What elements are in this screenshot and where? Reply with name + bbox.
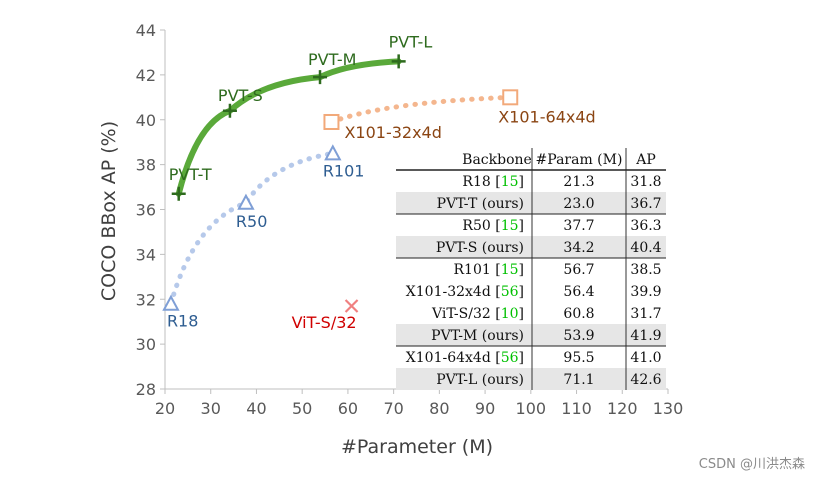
table-cell-ap: 36.3 <box>630 218 661 234</box>
x-tick-label: 40 <box>246 399 266 418</box>
table-cell-ap: 39.9 <box>630 284 661 300</box>
table-cell-backbone: PVT-M (ours) <box>431 328 524 344</box>
table-row-shade <box>396 192 666 214</box>
data-label: PVT-S <box>218 86 263 105</box>
table-cell-ap: 31.8 <box>630 174 661 190</box>
table-cell-param: 21.3 <box>563 174 594 190</box>
x-tick-label: 100 <box>516 399 547 418</box>
data-label: PVT-T <box>169 165 212 184</box>
x-tick-label: 130 <box>653 399 684 418</box>
table-header: AP <box>635 152 656 168</box>
y-tick-label: 34 <box>136 245 156 264</box>
table-cell-ap: 42.6 <box>630 372 661 388</box>
table-cell-backbone: PVT-T (ours) <box>437 196 524 212</box>
y-tick-label: 32 <box>136 290 156 309</box>
data-point-x101-32x4d <box>323 113 340 130</box>
x-tick-label: 50 <box>292 399 312 418</box>
table-header: #Param (M) <box>536 152 623 168</box>
data-label: ViT-S/32 <box>292 313 357 332</box>
data-label: X101-32x4d <box>344 123 441 142</box>
data-point-r50 <box>237 193 255 210</box>
x-axis-title: #Parameter (M) <box>341 436 493 458</box>
y-tick-label: 40 <box>136 111 156 130</box>
plot-area: 20 30 40 50 60 70 80 90 100 110 120 130 28 30 32 34 36 38… <box>136 21 684 418</box>
data-point-vit-s/32 <box>344 299 359 313</box>
data-point-pvt-t <box>171 186 186 201</box>
table-cell-backbone: R18 [15] <box>462 174 524 190</box>
data-label: R50 <box>236 212 267 231</box>
series-line-resnext <box>328 94 513 125</box>
data-point-pvt-s <box>222 103 237 118</box>
x-tick-label: 80 <box>429 399 449 418</box>
table-cell-param: 34.2 <box>563 240 594 256</box>
table-cell-backbone: ViT-S/32 [10] <box>431 306 524 322</box>
series-line-resnet <box>168 150 336 307</box>
table-row-shade <box>396 324 666 346</box>
table-row-shade <box>396 236 666 258</box>
table-cell-backbone: X101-64x4d [56] <box>406 350 524 366</box>
table-cell-ap: 38.5 <box>630 262 661 278</box>
data-point-x101-64x4d <box>502 89 519 106</box>
table-cell-ap: 41.0 <box>630 350 661 366</box>
table-cell-param: 56.7 <box>563 262 594 278</box>
y-tick-label: 44 <box>136 21 156 40</box>
table-cell-param: 37.7 <box>563 218 594 234</box>
table-cell-backbone: R101 [15] <box>454 262 524 278</box>
y-tick-label: 28 <box>136 380 156 399</box>
table-row-shade <box>396 368 666 390</box>
table-cell-param: 95.5 <box>563 350 594 366</box>
comparison-table: Backbone #Param (M) AP R18 [15] 21.3 31.8 PVT-… <box>396 148 666 390</box>
x-tick-label: 30 <box>201 399 221 418</box>
data-label: R18 <box>167 312 198 331</box>
table-cell-backbone: R50 [15] <box>462 218 524 234</box>
table-header: Backbone <box>462 152 532 168</box>
y-axis-title: COCO BBox AP (%) <box>98 121 120 301</box>
data-point-pvt-l <box>391 54 406 69</box>
y-tick-label: 38 <box>136 156 156 175</box>
x-tick-label: 20 <box>155 399 175 418</box>
x-tick-label: 120 <box>607 399 638 418</box>
table-cell-backbone: PVT-S (ours) <box>436 240 524 256</box>
table-cell-ap: 36.7 <box>630 196 661 212</box>
y-tick-label: 30 <box>136 335 156 354</box>
x-tick-label: 70 <box>383 399 403 418</box>
x-tick-label: 60 <box>338 399 358 418</box>
data-point-r18 <box>162 294 180 311</box>
table-cell-param: 71.1 <box>563 372 594 388</box>
table-cell-ap: 31.7 <box>630 306 661 322</box>
data-label: PVT-M <box>308 50 356 69</box>
table-cell-backbone: X101-32x4d [56] <box>406 284 524 300</box>
table-cell-ap: 41.9 <box>630 328 661 344</box>
data-label: R101 <box>323 161 365 180</box>
table-cell-param: 53.9 <box>563 328 594 344</box>
y-tick-label: 42 <box>136 66 156 85</box>
watermark: CSDN @川洪杰森 <box>699 457 805 472</box>
table-cell-param: 56.4 <box>563 284 594 300</box>
table-cell-param: 23.0 <box>563 196 594 212</box>
data-point-r101 <box>324 144 342 161</box>
table-cell-param: 60.8 <box>563 306 594 322</box>
y-tick-label: 36 <box>136 201 156 220</box>
x-tick-label: 110 <box>561 399 592 418</box>
x-tick-label: 90 <box>475 399 495 418</box>
data-label: X101-64x4d <box>498 107 595 126</box>
table-cell-ap: 40.4 <box>630 240 661 256</box>
data-label: PVT-L <box>389 32 433 51</box>
data-point-pvt-m <box>313 70 328 85</box>
table-cell-backbone: PVT-L (ours) <box>436 372 524 388</box>
series-line-pvt <box>175 58 402 197</box>
